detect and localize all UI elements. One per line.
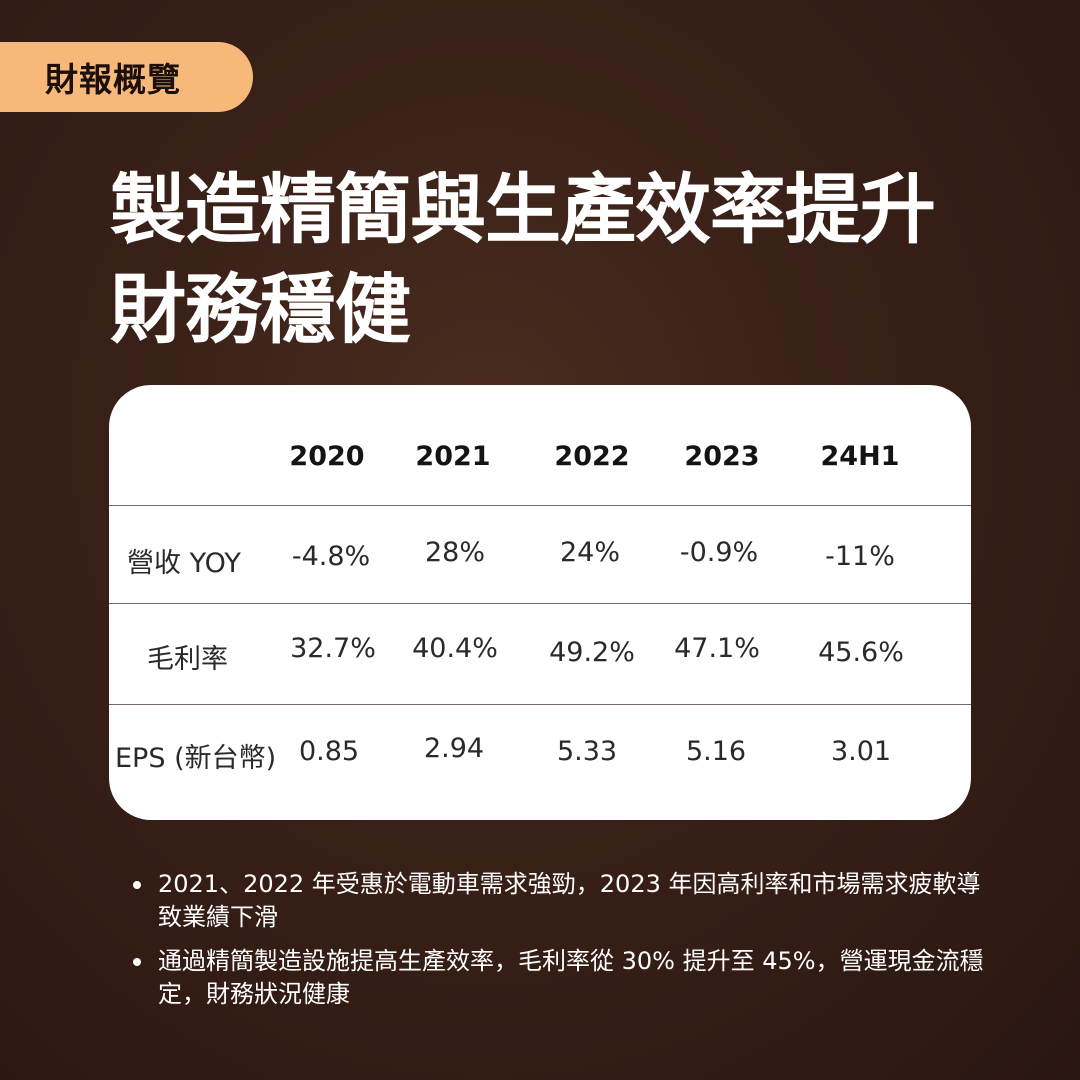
table-cell: 32.7% [290,633,376,664]
column-header-2021: 2021 [415,441,491,472]
table-cell: 40.4% [412,633,498,664]
headline-line-2: 財務穩健 [110,265,411,354]
row-label-eps: EPS (新台幣) [115,743,277,774]
table-cell: -4.8% [291,541,371,572]
column-header-24h1: 24H1 [820,441,900,472]
row-divider [109,505,971,506]
section-tag: 財報概覽 [0,42,253,112]
row-divider [109,704,971,705]
table-cell: 3.01 [830,736,892,767]
table-cell: 45.6% [818,637,904,668]
table-cell: 5.33 [556,736,618,767]
table-cell: 5.16 [685,736,747,767]
table-cell: 49.2% [549,637,635,668]
bullet-item: 2021、2022 年受惠於電動車需求強勁，2023 年因高利率和市場需求疲軟導… [133,868,993,934]
table-cell: 28% [424,537,486,568]
table-cell: 0.85 [298,736,360,767]
summary-bullets: 2021、2022 年受惠於電動車需求強勁，2023 年因高利率和市場需求疲軟導… [133,868,993,1022]
financial-table: 2020 2021 2022 2023 24H1 營收 YOY -4.8% 28… [109,385,971,820]
table-cell: -0.9% [679,537,759,568]
column-header-2020: 2020 [289,441,365,472]
table-cell: 24% [559,537,621,568]
row-label-gross-margin: 毛利率 [147,644,228,675]
row-label-revenue-yoy: 營收 YOY [127,548,241,579]
table-cell: 47.1% [674,633,760,664]
headline-line-1: 製造精簡與生產效率提升 [110,165,936,254]
headline: 製造精簡與生產效率提升 財務穩健 [110,160,1010,360]
table-cell: -11% [825,541,895,572]
column-header-2022: 2022 [554,441,630,472]
table-cell: 2.94 [423,733,485,764]
row-divider [109,603,971,604]
column-header-2023: 2023 [684,441,760,472]
bullet-item: 通過精簡製造設施提高生產效率，毛利率從 30% 提升至 45%，營運現金流穩定，… [133,945,993,1011]
